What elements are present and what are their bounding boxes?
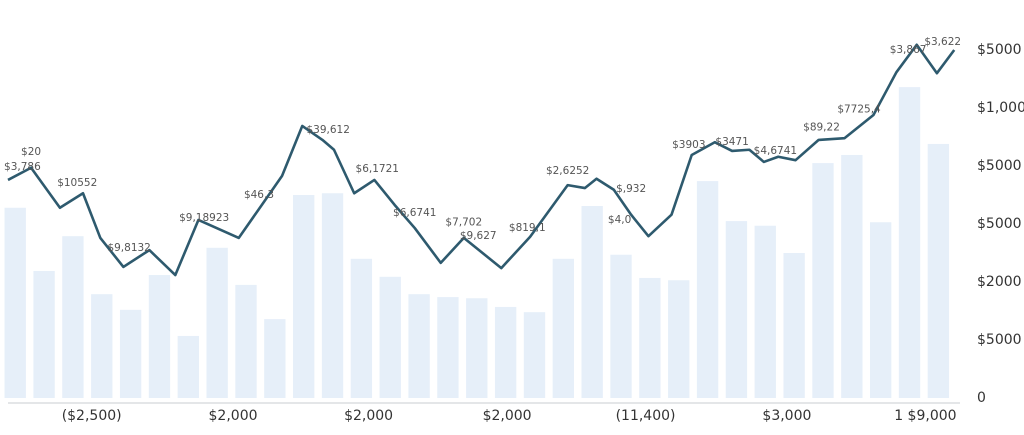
annotation: $3471 (715, 136, 748, 148)
x-tick-label: $2,000 (483, 408, 532, 424)
annotation: $3,622 (924, 36, 961, 48)
bar (350, 258, 373, 398)
bar (264, 319, 286, 398)
bar (696, 181, 719, 398)
bar (927, 143, 950, 398)
x-tick-label: $2,000 (344, 408, 393, 424)
annotation: $3903 (672, 139, 705, 151)
annotation: $39,612 (307, 124, 350, 136)
bar (523, 312, 546, 398)
bar (898, 87, 921, 399)
y-tick-label: $2000 (977, 274, 1022, 290)
annotation: $3,867 (890, 44, 927, 56)
annotation: $9,18923 (179, 212, 229, 224)
annotation: $,932 (616, 183, 646, 195)
bar (725, 221, 748, 398)
annotation: $4,0 (608, 214, 631, 226)
annotation: $89,22 (803, 122, 840, 134)
x-tick-label: (11,400) (616, 408, 676, 424)
annotation: $819,1 (509, 222, 546, 234)
annotation: $9,627 (460, 230, 497, 242)
y-tick-label: $5000 (977, 216, 1022, 232)
bar (379, 276, 401, 398)
annotation: $9,8132 (107, 242, 150, 254)
bar (33, 270, 55, 398)
annotation: $3,786 (4, 161, 41, 173)
bar (408, 294, 430, 398)
bar (148, 275, 171, 398)
bar (552, 258, 575, 398)
bar (206, 247, 228, 398)
bar (235, 284, 257, 398)
annotation: $7725,4 (837, 104, 881, 116)
annotation: $6,6741 (393, 207, 436, 219)
x-tick-label: $3,000 (762, 408, 811, 424)
annotation: $20 (21, 146, 41, 158)
bar (293, 195, 315, 398)
annotation: $10552 (57, 177, 97, 189)
bar (119, 309, 142, 398)
bar (754, 225, 776, 398)
bar (639, 277, 661, 398)
bar (610, 254, 632, 398)
bar (177, 335, 199, 398)
x-tick-label: $2,000 (209, 408, 258, 424)
y-tick-label: $1,000 (977, 100, 1024, 116)
bar (321, 193, 344, 398)
bar (62, 236, 84, 398)
annotation: $46,3 (244, 189, 274, 201)
bar (437, 297, 459, 398)
y-tick-label: $5000 (977, 42, 1022, 58)
bar (581, 206, 603, 398)
x-tick-label: 1 $9,000 (894, 408, 956, 424)
annotation: $7,702 (445, 216, 482, 228)
y-tick-label: $5000 (977, 332, 1022, 348)
x-tick-label: ($2,500) (62, 408, 122, 424)
bar (668, 280, 690, 398)
bar (466, 298, 488, 398)
bar (91, 294, 113, 398)
bar (812, 163, 834, 398)
bar (869, 222, 892, 398)
bar (494, 306, 517, 398)
annotation: $2,6252 (546, 165, 589, 177)
y-tick-label: 0 (977, 390, 986, 406)
y-tick-label: $5000 (977, 158, 1022, 174)
bar (783, 253, 805, 398)
annotation: $4,6741 (754, 145, 797, 157)
bar (4, 207, 26, 398)
line (7, 43, 956, 277)
annotation: $6,1721 (356, 163, 399, 175)
bar (841, 154, 863, 398)
